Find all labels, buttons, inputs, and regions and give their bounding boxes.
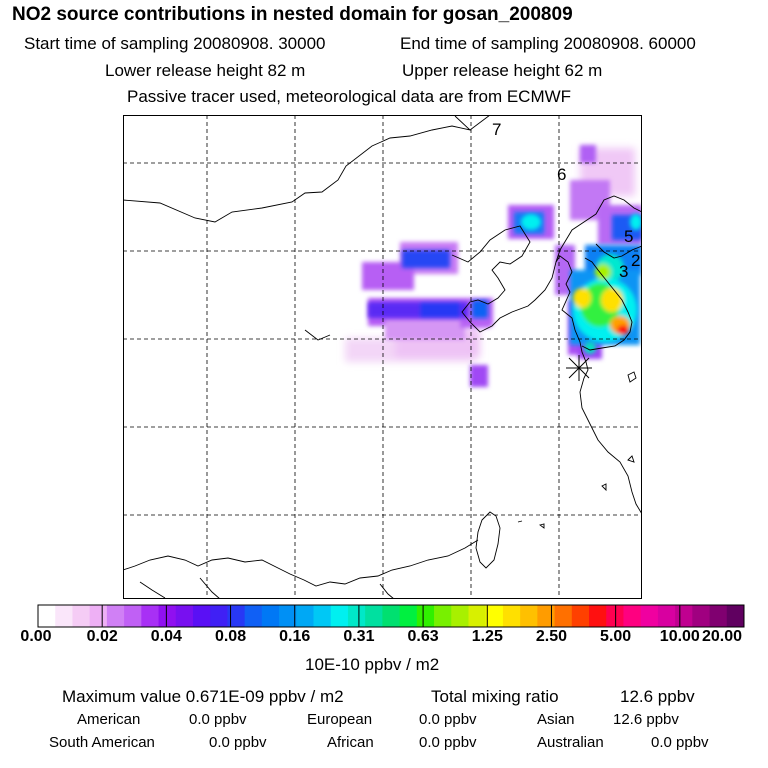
colorbar-swatch bbox=[399, 605, 418, 627]
colorbar-tick-label: 5.00 bbox=[600, 628, 632, 645]
colorbar-swatch bbox=[537, 605, 555, 627]
coastline bbox=[123, 115, 642, 599]
south-american-value: 0.0 ppbv bbox=[209, 734, 267, 751]
colorbar-tick-label: 10.00 bbox=[659, 628, 700, 645]
colorbar-tick-label: 0.00 bbox=[20, 628, 52, 645]
colorbar-swatch bbox=[520, 605, 538, 627]
asian-value: 12.6 ppbv bbox=[613, 711, 679, 728]
colorbar-swatch bbox=[227, 605, 246, 627]
colorbar-swatch bbox=[175, 605, 194, 627]
region-label-6: 6 bbox=[557, 165, 566, 184]
colorbar-swatch bbox=[55, 605, 73, 627]
south-american-label: South American bbox=[49, 734, 155, 751]
colorbar-swatch bbox=[692, 605, 710, 627]
american-value: 0.0 ppbv bbox=[189, 711, 247, 728]
upper-height-label: Upper release height 62 m bbox=[402, 61, 603, 80]
colorbar bbox=[37, 604, 745, 628]
colorbar-swatch bbox=[382, 605, 401, 627]
colorbar-swatch bbox=[468, 605, 487, 627]
colorbar-swatch bbox=[141, 605, 159, 627]
colorbar-swatch bbox=[571, 605, 590, 627]
end-time-label: End time of sampling 20080908. 60000 bbox=[400, 34, 696, 53]
australian-value: 0.0 ppbv bbox=[651, 734, 709, 751]
african-label: African bbox=[327, 734, 374, 751]
colorbar-swatch bbox=[640, 605, 659, 627]
american-label: American bbox=[77, 711, 141, 728]
european-value: 0.0 ppbv bbox=[419, 711, 477, 728]
colorbar-swatch bbox=[210, 605, 228, 627]
colorbar-swatch bbox=[606, 605, 624, 627]
colorbar-tick-label: 0.08 bbox=[214, 628, 247, 645]
european-label: European bbox=[307, 711, 373, 728]
colorbar-swatch bbox=[244, 605, 263, 627]
colorbar-swatch bbox=[330, 605, 349, 627]
colorbar-swatch bbox=[158, 605, 177, 627]
colorbar-swatch bbox=[106, 605, 125, 627]
colorbar-swatch bbox=[434, 605, 452, 627]
colorbar-swatch bbox=[365, 605, 383, 627]
islands bbox=[517, 371, 637, 529]
colorbar-border bbox=[37, 604, 745, 628]
colorbar-tick-label: 0.31 bbox=[343, 628, 375, 645]
colorbar-swatch bbox=[589, 605, 607, 627]
colorbar-swatch bbox=[485, 605, 504, 627]
colorbar-swatch bbox=[451, 605, 469, 627]
colorbar-tick-label: 0.63 bbox=[407, 628, 439, 645]
colorbar-swatch bbox=[726, 605, 745, 627]
contribution-plume-hot bbox=[521, 214, 642, 354]
tracer-note: Passive tracer used, meteorological data… bbox=[127, 87, 572, 106]
total-mixing-value: 12.6 ppbv bbox=[620, 687, 695, 706]
colorbar-swatch bbox=[89, 605, 108, 627]
colorbar-swatch bbox=[623, 605, 642, 627]
colorbar-swatch bbox=[124, 605, 142, 627]
contribution-plume-faint bbox=[345, 148, 635, 362]
colorbar-swatch bbox=[38, 605, 56, 627]
region-label-5: 5 bbox=[624, 227, 633, 246]
max-value-label: Maximum value 0.671E-09 ppbv / m2 bbox=[62, 687, 344, 706]
region-label-3: 3 bbox=[619, 262, 628, 281]
colorbar-swatch bbox=[192, 605, 211, 627]
receptor-asterisk-icon bbox=[566, 355, 592, 381]
australian-label: Australian bbox=[537, 734, 604, 751]
map-border bbox=[123, 115, 642, 599]
colorbar-tick-label: 2.50 bbox=[535, 628, 568, 645]
colorbar-tick-label: 1.25 bbox=[471, 628, 503, 645]
total-mixing-label: Total mixing ratio bbox=[431, 687, 559, 706]
lat-lon-grid bbox=[123, 115, 642, 599]
colorbar-tick-label: 0.16 bbox=[279, 628, 311, 645]
colorbar-swatch bbox=[709, 605, 728, 627]
colorbar-swatch bbox=[554, 605, 573, 627]
colorbar-swatch bbox=[657, 605, 676, 627]
region-label-2: 2 bbox=[631, 251, 640, 270]
african-value: 0.0 ppbv bbox=[419, 734, 477, 751]
colorbar-tick-label: 0.02 bbox=[86, 628, 118, 645]
asian-label: Asian bbox=[537, 711, 575, 728]
colorbar-swatch bbox=[675, 605, 693, 627]
start-time-label: Start time of sampling 20080908. 30000 bbox=[24, 34, 326, 53]
lower-height-label: Lower release height 82 m bbox=[105, 61, 306, 80]
colorbar-swatch bbox=[313, 605, 332, 627]
colorbar-swatch bbox=[296, 605, 314, 627]
colorbar-tick-label: 0.04 bbox=[150, 628, 182, 645]
colorbar-tick-label: 20.00 bbox=[701, 628, 743, 645]
colorbar-swatch bbox=[261, 605, 280, 627]
figure-title: NO2 source contributions in nested domai… bbox=[12, 4, 573, 25]
colorbar-swatch bbox=[72, 605, 91, 627]
region-label-7: 7 bbox=[492, 120, 501, 139]
colorbar-swatch bbox=[416, 605, 435, 627]
colorbar-swatch bbox=[502, 605, 521, 627]
colorbar-swatch bbox=[279, 605, 297, 627]
colorbar-swatch bbox=[347, 605, 366, 627]
colorbar-unit-label: 10E-10 ppbv / m2 bbox=[305, 655, 440, 674]
